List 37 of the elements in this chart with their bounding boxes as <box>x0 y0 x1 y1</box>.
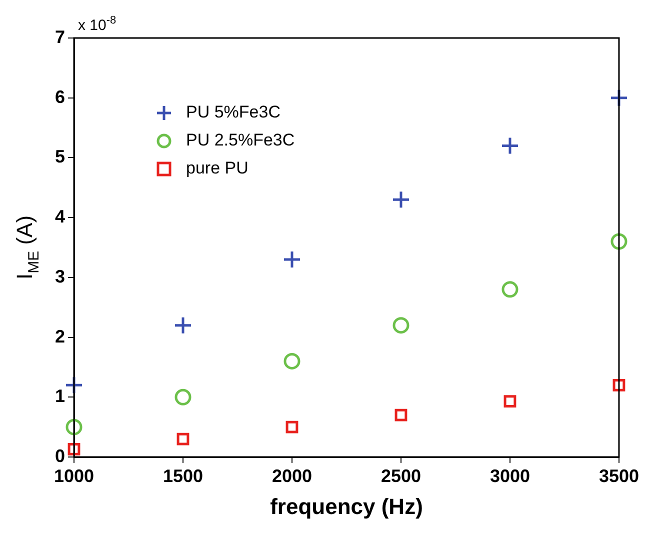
point <box>392 190 410 209</box>
y-tick-label: 2 <box>54 326 66 346</box>
x-tick-label: 1500 <box>162 466 204 486</box>
point <box>394 408 408 422</box>
y-tick-label: 5 <box>54 146 66 167</box>
point <box>66 418 82 436</box>
y-tick-label: 1 <box>54 386 66 406</box>
point <box>64 376 84 394</box>
x-tick-label: 3000 <box>490 466 530 486</box>
point <box>502 281 518 298</box>
y-tick-label: 7 <box>54 26 66 47</box>
x-axis-title: frequency (Hz) <box>270 494 423 519</box>
point <box>610 233 628 250</box>
y-axis-title: IME (A) <box>12 215 43 280</box>
y-tick-label: 4 <box>54 206 66 227</box>
x-tick-label: 3500 <box>598 466 639 486</box>
point <box>504 395 516 408</box>
y-tick-label: 0 <box>54 446 66 466</box>
x-tick-label: 2500 <box>380 466 422 486</box>
point <box>612 378 626 392</box>
x-tick-label: 2000 <box>272 466 312 486</box>
point <box>68 443 80 456</box>
legend-label: pure PU <box>186 158 248 178</box>
y-tick-label: 3 <box>54 266 66 286</box>
point <box>284 352 300 370</box>
point <box>282 250 302 269</box>
y-tick-label: 6 <box>54 86 66 107</box>
legend-label: PU 2.5%Fe3C <box>186 130 295 150</box>
point <box>174 316 192 335</box>
point <box>500 136 520 155</box>
point <box>392 317 410 334</box>
point <box>610 88 628 108</box>
point <box>176 432 190 446</box>
legend-label: PU 5%Fe3C <box>186 102 280 122</box>
point <box>174 388 192 406</box>
x-tick-label: 1000 <box>54 466 94 486</box>
point <box>286 420 298 434</box>
